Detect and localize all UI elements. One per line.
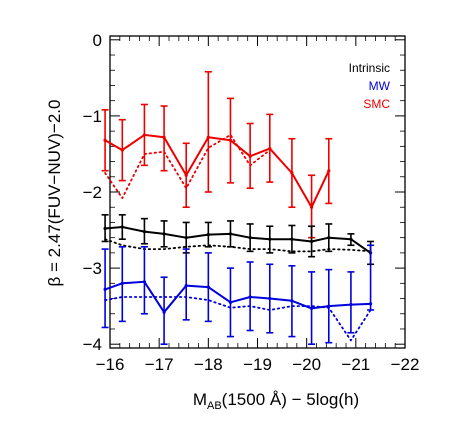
data-point-mw bbox=[162, 310, 166, 314]
y-tick-label: −1 bbox=[83, 107, 102, 126]
x-tick-label: −21 bbox=[341, 355, 370, 374]
data-point-mw bbox=[290, 299, 294, 303]
data-point-intrinsic bbox=[103, 226, 107, 231]
x-tick-label: −22 bbox=[391, 355, 420, 374]
data-point-intrinsic bbox=[290, 237, 294, 241]
data-point-mw bbox=[309, 306, 314, 311]
y-tick-label: −2 bbox=[83, 183, 102, 202]
data-point-smc bbox=[327, 169, 331, 173]
data-point-smc bbox=[184, 173, 188, 177]
x-tick-label: −19 bbox=[243, 355, 272, 374]
data-point-intrinsic bbox=[142, 229, 147, 234]
data-point-mw bbox=[103, 287, 107, 292]
legend-label-smc: SMC bbox=[363, 97, 390, 111]
data-point-intrinsic bbox=[206, 233, 210, 237]
series-layer bbox=[101, 70, 375, 345]
data-point-intrinsic bbox=[268, 237, 272, 241]
data-point-intrinsic bbox=[248, 236, 252, 240]
x-tick-label: −16 bbox=[96, 355, 125, 374]
data-point-smc bbox=[228, 138, 233, 142]
data-point-mw bbox=[248, 295, 252, 299]
data-point-smc bbox=[248, 154, 252, 158]
data-point-mw bbox=[349, 303, 353, 307]
y-axis-title: β = 2.47(FUV−NUV)−2.0 bbox=[45, 100, 64, 287]
y-tick-label: 0 bbox=[93, 31, 102, 50]
legend-label-intrinsic: Intrinsic bbox=[349, 61, 390, 75]
x-tick-label: −20 bbox=[292, 355, 321, 374]
data-point-mw bbox=[120, 281, 124, 285]
data-point-mw bbox=[206, 285, 210, 289]
series-line-intrinsic-dotted bbox=[104, 238, 372, 253]
plot-border bbox=[109, 35, 406, 349]
data-point-intrinsic bbox=[228, 232, 233, 236]
data-point-mw bbox=[228, 300, 233, 304]
x-axis-title: MAB(1500 Å) − 5log(h) bbox=[193, 390, 359, 412]
data-point-intrinsic bbox=[184, 236, 188, 240]
data-point-intrinsic bbox=[162, 232, 166, 236]
data-point-smc bbox=[162, 135, 166, 139]
legend: Intrinsic MW SMC bbox=[349, 61, 391, 111]
y-tick-label: −3 bbox=[83, 259, 102, 278]
data-point-mw bbox=[368, 302, 373, 306]
series-line-intrinsic-solid bbox=[105, 226, 372, 254]
series-line-smc-solid bbox=[104, 133, 330, 209]
data-point-mw bbox=[184, 284, 188, 288]
data-point-mw bbox=[142, 280, 147, 284]
data-point-intrinsic bbox=[120, 225, 124, 229]
y-tick-label: −4 bbox=[83, 335, 102, 354]
data-point-smc bbox=[206, 135, 210, 139]
x-tick-label: −17 bbox=[145, 355, 174, 374]
x-tick-label: −18 bbox=[194, 355, 223, 374]
axis-ticks bbox=[109, 36, 406, 348]
data-point-smc bbox=[103, 138, 107, 142]
data-point-mw bbox=[268, 296, 272, 301]
series-line-mw-solid bbox=[104, 280, 371, 314]
data-point-smc bbox=[268, 147, 272, 151]
data-point-intrinsic bbox=[327, 236, 331, 240]
data-point-intrinsic bbox=[349, 237, 353, 241]
data-point-smc bbox=[290, 171, 294, 175]
legend-label-mw: MW bbox=[369, 79, 391, 93]
data-point-smc bbox=[142, 133, 147, 137]
data-point-smc bbox=[309, 205, 314, 209]
series-line-mw-dotted bbox=[104, 296, 372, 342]
series-line-smc-dotted bbox=[104, 133, 271, 200]
plot-area bbox=[109, 35, 406, 349]
data-point-intrinsic bbox=[309, 239, 314, 244]
tick-labels: −16 −17 −18 −19 −20 −21 −22 0 −1 −2 −3 −4 bbox=[83, 31, 420, 374]
data-point-smc bbox=[120, 148, 124, 152]
